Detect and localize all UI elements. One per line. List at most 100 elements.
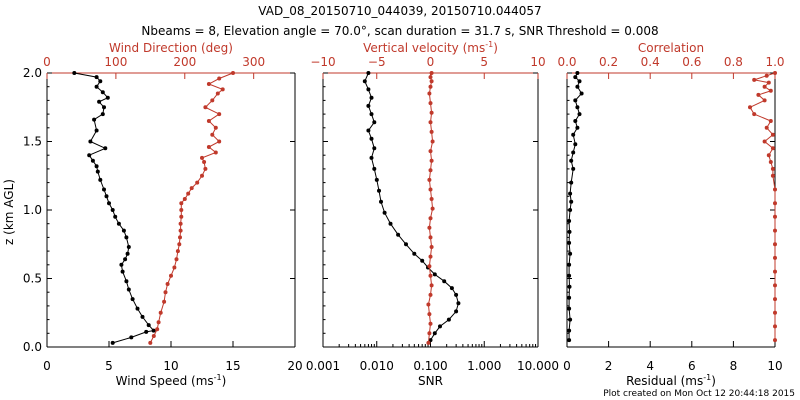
snr-point xyxy=(379,199,383,204)
snr-point xyxy=(432,272,437,277)
vertical-velocity-point xyxy=(428,101,433,106)
wind-speed-point xyxy=(97,99,102,104)
residual-point xyxy=(569,199,574,204)
correlation-point xyxy=(762,98,767,103)
wind-direction-point xyxy=(202,160,207,164)
wind-direction-point xyxy=(220,87,225,92)
residual-point xyxy=(568,317,573,322)
snr-point xyxy=(446,317,451,322)
wind-direction-point xyxy=(231,71,235,75)
wind-speed-point xyxy=(110,208,115,212)
middle-bottom-tick-label: 1.000 xyxy=(467,359,501,373)
wind-direction-point xyxy=(210,98,215,103)
vertical-velocity-point xyxy=(428,321,433,326)
correlation-point xyxy=(768,88,773,93)
snr-point xyxy=(449,286,454,291)
vertical-velocity-point xyxy=(429,158,434,163)
snr-point xyxy=(369,136,374,141)
wind-speed-point xyxy=(135,306,140,311)
snr-point xyxy=(366,128,371,133)
vertical-velocity-point xyxy=(430,206,435,211)
snr-point xyxy=(412,251,417,256)
residual-point xyxy=(571,150,576,155)
y-tick-label: 0.5 xyxy=(23,272,42,286)
residual-point xyxy=(575,125,580,130)
snr-point xyxy=(369,155,374,160)
correlation-point xyxy=(773,242,777,247)
wind-speed-point xyxy=(100,90,105,95)
y-tick-label: 0.0 xyxy=(23,340,42,354)
residual-point xyxy=(575,71,580,75)
wind-direction-point xyxy=(217,76,222,81)
wind-speed-point xyxy=(88,139,93,144)
middle-top-tick-label: 5 xyxy=(480,55,488,69)
wind-direction-point xyxy=(217,139,222,144)
vertical-velocity-point xyxy=(428,273,433,278)
correlation-point xyxy=(773,255,777,260)
wind-direction-point xyxy=(179,208,184,212)
wind-direction-point xyxy=(156,320,161,325)
vertical-velocity-point xyxy=(427,312,432,317)
right-top-tick-label: 0.2 xyxy=(599,55,618,69)
wind-direction-point xyxy=(217,112,222,117)
wind-speed-point xyxy=(146,323,151,328)
residual-point xyxy=(567,219,572,223)
snr-point xyxy=(366,71,371,75)
left-bottom-tick-label: 10 xyxy=(163,359,178,373)
wind-direction-point xyxy=(179,201,184,206)
residual-point xyxy=(568,191,573,196)
correlation-point xyxy=(752,112,757,117)
wind-speed-point xyxy=(102,105,106,110)
wind-speed-point xyxy=(95,169,100,174)
wind-direction-point xyxy=(178,228,183,233)
vertical-velocity-point xyxy=(427,91,432,96)
snr-point xyxy=(428,338,433,343)
wind-direction-point xyxy=(186,191,191,196)
right-bottom-axis-label: Residual (ms-1) xyxy=(626,373,716,388)
wind-direction-point xyxy=(203,166,208,171)
snr-point xyxy=(366,103,371,108)
wind-speed-point xyxy=(103,146,108,151)
residual-point xyxy=(569,158,574,163)
wind-speed-point xyxy=(144,329,149,334)
residual-point xyxy=(567,328,572,333)
wind-speed-point xyxy=(94,75,99,80)
vertical-velocity-point xyxy=(426,340,431,345)
wind-speed-point xyxy=(102,187,106,192)
wind-speed-point xyxy=(105,95,110,100)
correlation-point xyxy=(768,119,773,123)
wind-speed-point xyxy=(129,335,134,340)
residual-point xyxy=(577,79,582,84)
wind-direction-point xyxy=(210,132,215,137)
wind-direction-point xyxy=(213,125,218,130)
residual-point xyxy=(567,306,572,311)
residual-point xyxy=(568,208,573,212)
vertical-velocity-point xyxy=(428,187,433,192)
wind-speed-point xyxy=(94,164,99,169)
residual-point xyxy=(567,295,572,300)
correlation-point xyxy=(756,92,761,97)
left-bottom-axis-label: Wind Speed (ms-1) xyxy=(116,373,227,388)
right-bottom-tick-label: 8 xyxy=(730,359,738,373)
correlation-point xyxy=(752,77,757,82)
wind-direction-point xyxy=(203,105,208,110)
wind-direction-point xyxy=(162,299,167,304)
wind-direction-point xyxy=(200,173,204,178)
correlation-point xyxy=(773,338,777,343)
wind-direction-point xyxy=(151,334,156,338)
left-top-axis-label: Wind Direction (deg) xyxy=(109,41,233,55)
wind-direction-point xyxy=(178,221,183,226)
wind-speed-point xyxy=(140,314,145,319)
middle-panel: 0.001 0.010 0.100 1.000 10.000 SNR −10 −5 0 5 10 Ve… xyxy=(306,40,559,388)
right-bottom-tick-label: 6 xyxy=(688,359,696,373)
correlation-point xyxy=(773,214,777,219)
vertical-velocity-point xyxy=(428,216,433,221)
residual-point xyxy=(567,338,572,343)
wind-direction-point xyxy=(195,180,200,185)
vertical-velocity-point xyxy=(428,254,433,259)
wind-speed-point xyxy=(90,158,95,163)
residual-point xyxy=(573,142,578,147)
snr-point xyxy=(420,258,425,263)
vertical-velocity-point xyxy=(428,292,433,297)
